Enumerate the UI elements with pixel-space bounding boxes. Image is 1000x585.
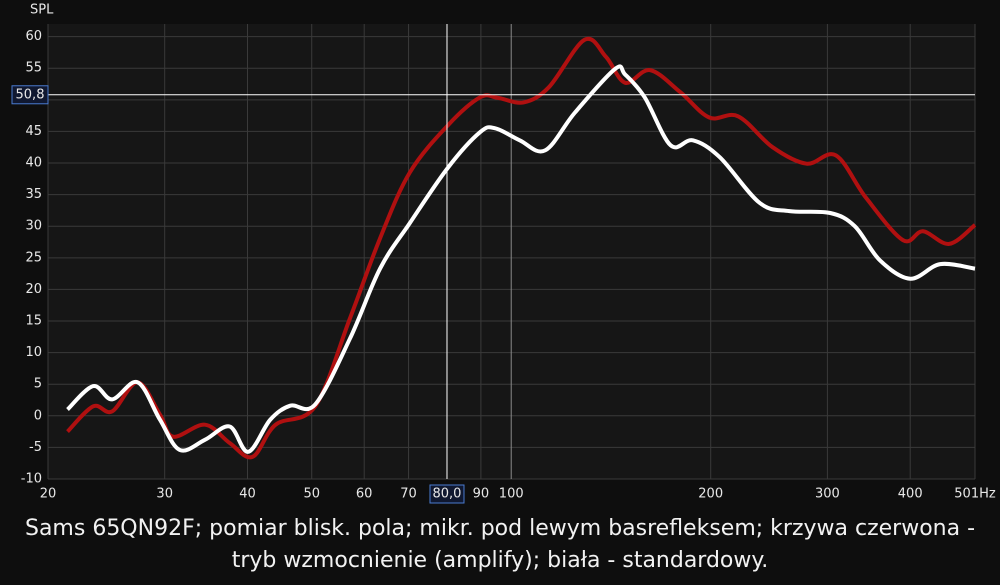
- x-tick-label: 300: [815, 487, 840, 502]
- y-tick-label: 45: [25, 124, 42, 139]
- x-tick-label: 501Hz: [954, 487, 996, 502]
- series-line: [66, 36, 977, 460]
- y-tick-label: 30: [25, 219, 42, 234]
- x-tick-label: 20: [40, 487, 57, 502]
- x-tick-label: 40: [239, 487, 256, 502]
- x-tick-label: 70: [400, 487, 417, 502]
- y-tick-label: -5: [29, 440, 42, 455]
- y-tick-label: -10: [21, 472, 42, 487]
- x-tick-label: 90: [473, 487, 490, 502]
- cursor-y-label: 50,8: [16, 87, 45, 102]
- y-axis-label: SPL: [30, 3, 54, 18]
- caption: Sams 65QN92F; pomiar blisk. pola; mikr. …: [24, 516, 976, 573]
- x-tick-label: 200: [698, 487, 723, 502]
- series-line: [66, 64, 976, 454]
- cursor-x-box: [429, 484, 465, 504]
- x-tick-label: 400: [898, 487, 923, 502]
- y-tick-label: 60: [25, 29, 42, 44]
- y-tick-label: 20: [25, 282, 42, 297]
- y-tick-label: 25: [25, 250, 42, 265]
- x-tick-label: 50: [303, 487, 320, 502]
- y-tick-label: 15: [25, 314, 42, 329]
- y-tick-label: 35: [25, 187, 42, 202]
- y-tick-label: 5: [34, 377, 42, 392]
- x-tick-label: 100: [499, 487, 524, 502]
- cursor-x-label: 80,0: [433, 487, 462, 502]
- y-tick-label: 10: [25, 345, 42, 360]
- cursor-y-box: [11, 85, 49, 105]
- y-tick-label: 0: [34, 408, 42, 423]
- y-tick-label: 40: [25, 156, 42, 171]
- y-tick-label: 55: [25, 61, 42, 76]
- chart: SPL -10 -5 0 5 10 15 20 25 30 35 40 45 50 55 60 20 30 40 5…: [11, 3, 996, 504]
- x-tick-label: 30: [156, 487, 173, 502]
- x-tick-label: 60: [356, 487, 373, 502]
